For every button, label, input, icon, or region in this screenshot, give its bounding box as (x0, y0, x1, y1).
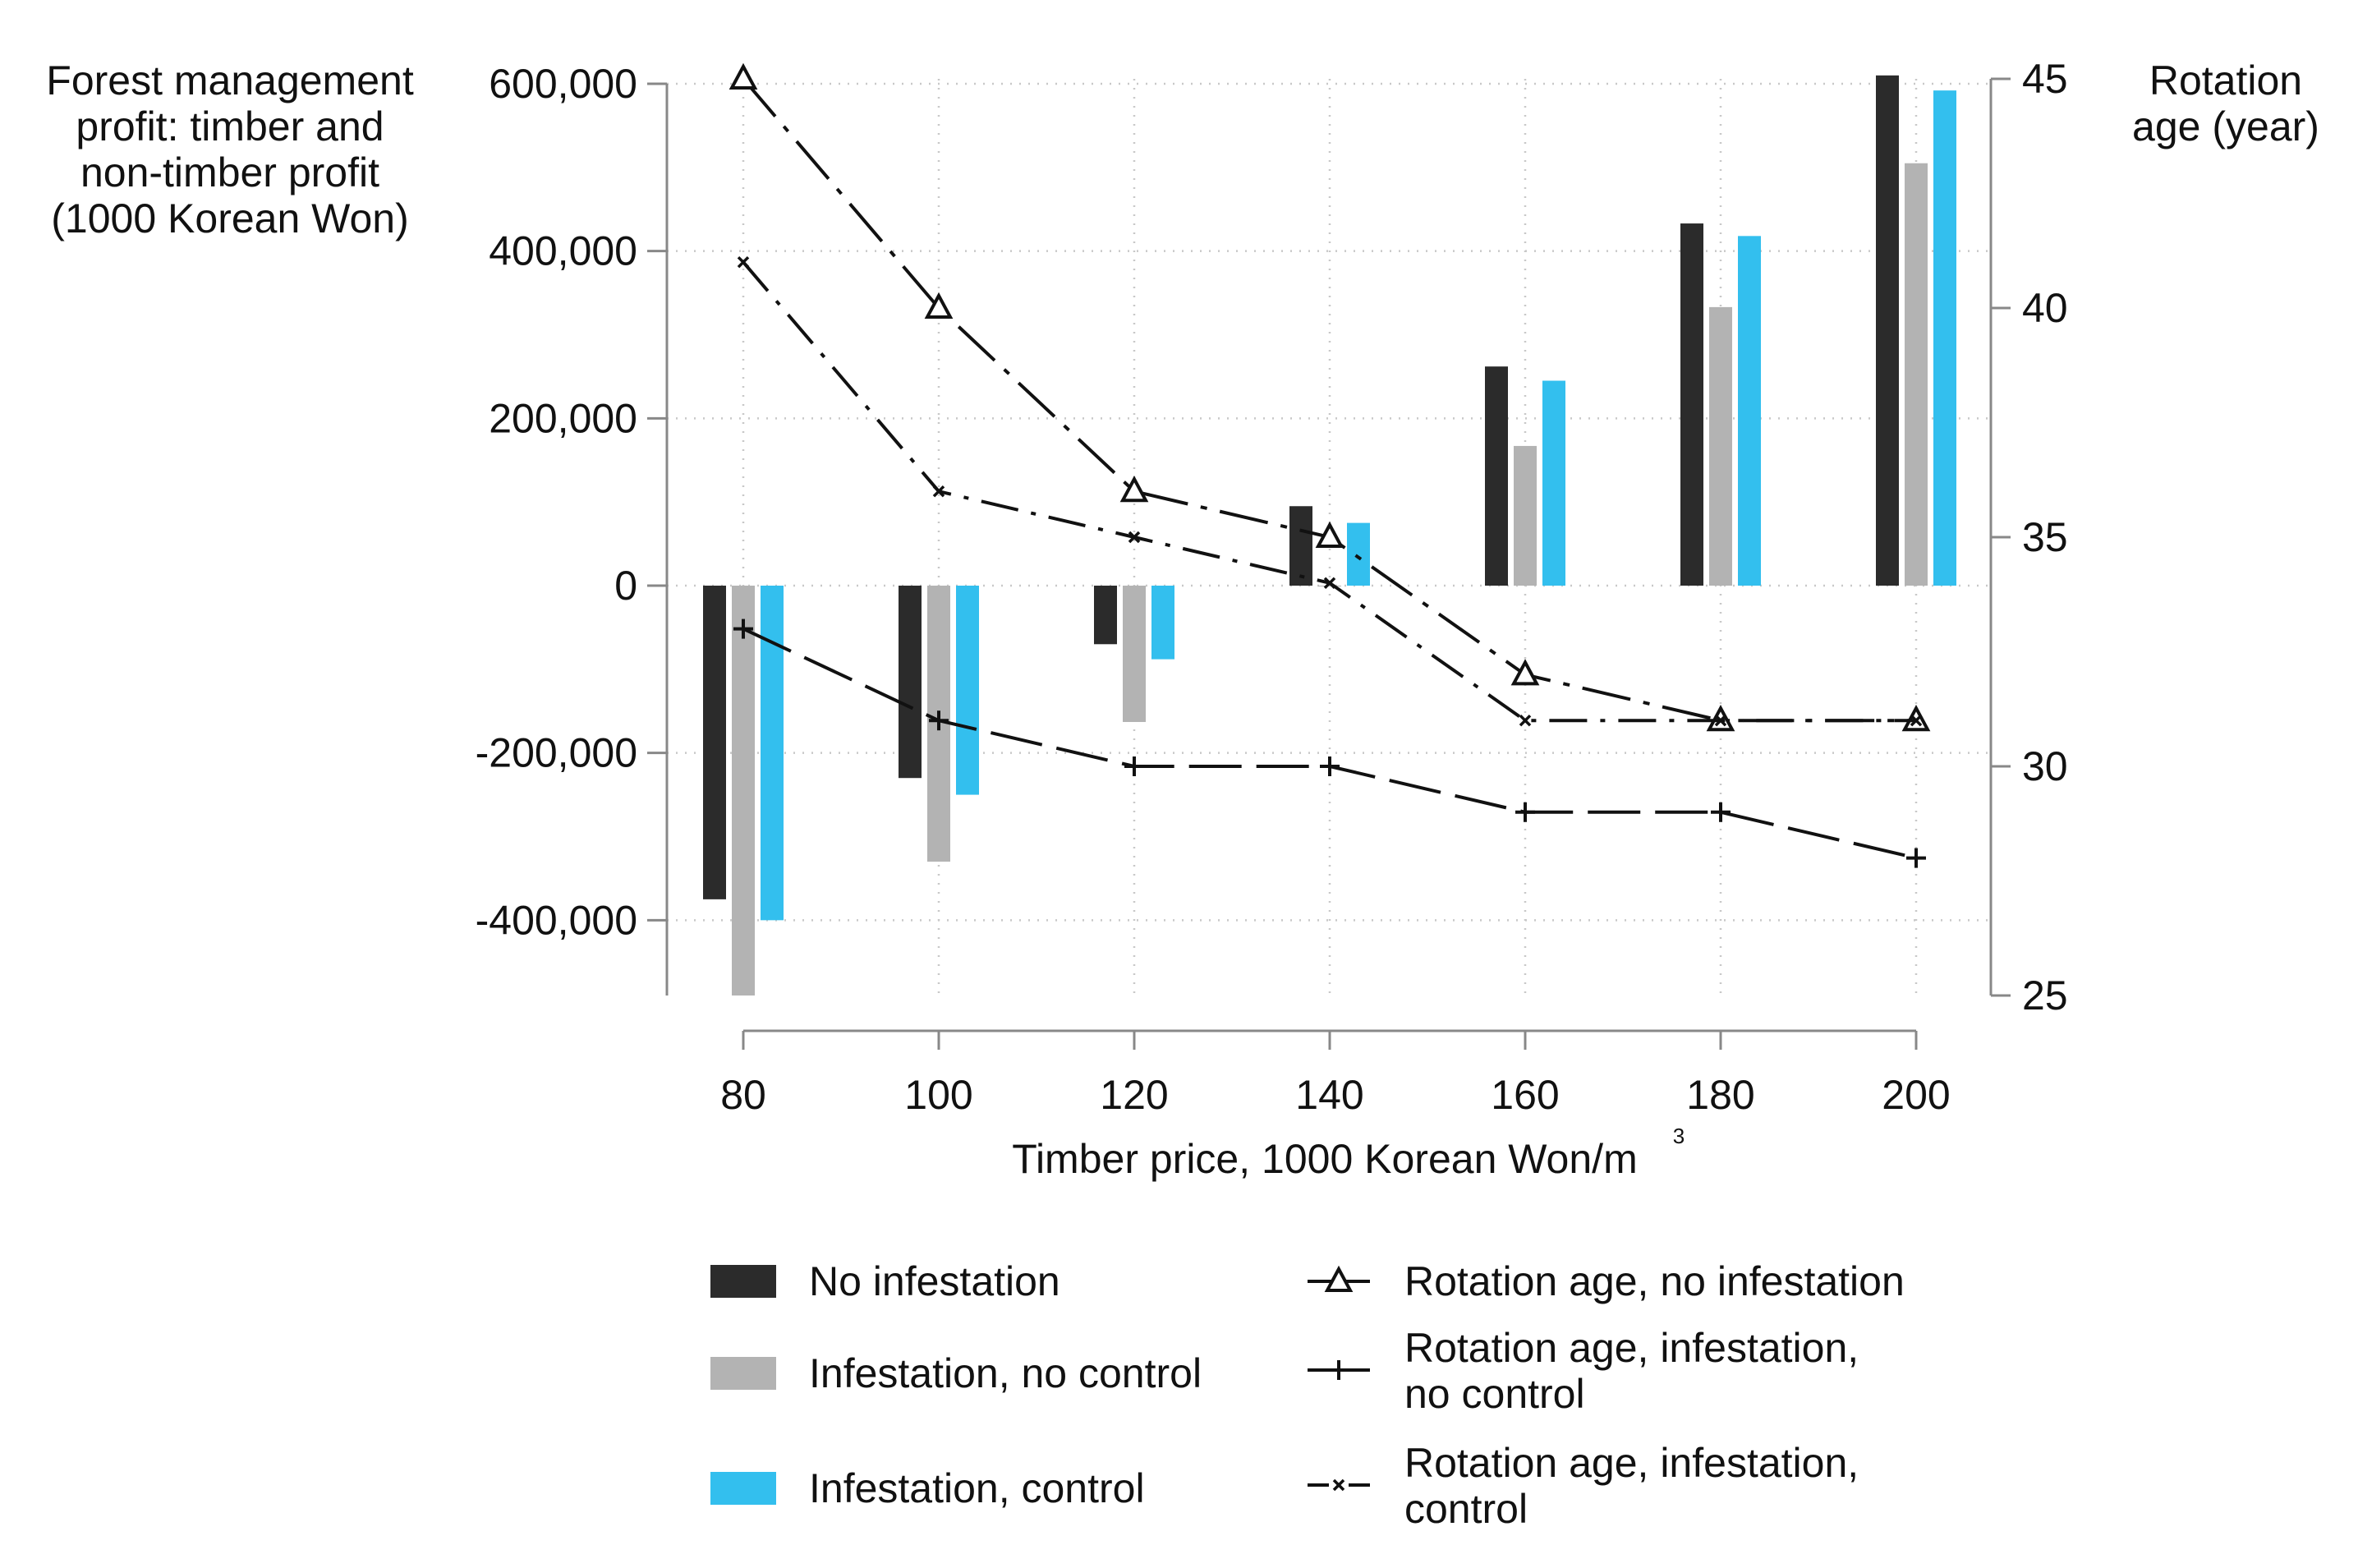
legend-label: Rotation age, infestation, control (1404, 1440, 1859, 1532)
y-left-axis-title-line: non-timber profit (80, 149, 379, 195)
legend-label: Rotation age, infestation, no control (1404, 1325, 1859, 1417)
point-rotation-age-infestation-control-120 (1128, 531, 1141, 544)
legend-swatch (710, 1357, 776, 1390)
bar-no-infestation-160 (1485, 366, 1508, 586)
x-tick-label: 80 (720, 1072, 766, 1118)
point-rotation-age-infestation-no-control-180 (1711, 802, 1731, 822)
legend-marker (1329, 1360, 1349, 1380)
legend-marker (1332, 1478, 1345, 1492)
y-left-tick-label: 600,000 (489, 61, 637, 107)
legend-swatch (710, 1472, 776, 1505)
bar-no-infestation-80 (703, 586, 726, 899)
axis-layer: -400,000 -200,000 0 200,000 400,000 600,000 25… (476, 56, 2068, 1118)
bar-infestation-control-140 (1347, 522, 1370, 586)
bar-infestation-no-control-160 (1514, 445, 1537, 586)
x-tick-label: 180 (1686, 1072, 1754, 1118)
y-left-axis-title-line: profit: timber and (76, 103, 384, 149)
bar-layer (703, 75, 1956, 996)
legend-item-bar: No infestation (710, 1258, 1060, 1304)
y-left-axis-title-line: (1000 Korean Won) (51, 195, 408, 241)
legend-item-bar: Infestation, no control (710, 1350, 1202, 1396)
bar-no-infestation-200 (1876, 75, 1899, 586)
y-right-axis-title: Rotation age (year) (2132, 57, 2319, 149)
point-rotation-age-infestation-no-control-80 (733, 618, 753, 639)
point-rotation-age-infestation-no-control-160 (1515, 802, 1535, 822)
point-rotation-age-no-infestation-120 (1119, 475, 1149, 503)
legend-label: No infestation (809, 1258, 1060, 1304)
point-rotation-age-infestation-no-control-120 (1124, 756, 1144, 776)
point-rotation-age-infestation-no-control-140 (1320, 756, 1340, 776)
y-right-tick-label: 35 (2022, 514, 2068, 560)
bar-no-infestation-120 (1094, 586, 1117, 645)
y-right-axis-title-line: Rotation (2149, 57, 2302, 103)
y-left-axis-title: Forest management profit: timber and non-t… (46, 57, 414, 241)
point-rotation-age-no-infestation-160 (1510, 659, 1540, 686)
legend-item-line: Rotation age, infestation, no control (1308, 1325, 1859, 1417)
y-left-tick-label: -200,000 (476, 730, 637, 776)
point-rotation-age-infestation-control-160 (1519, 714, 1532, 727)
legend-label: Infestation, no control (809, 1350, 1202, 1396)
legend-label: Infestation, control (809, 1465, 1145, 1511)
bar-infestation-control-80 (761, 586, 784, 921)
point-rotation-age-infestation-control-200 (1910, 714, 1923, 727)
bar-no-infestation-140 (1289, 506, 1312, 586)
legend-item-line: Rotation age, infestation, control (1308, 1440, 1859, 1532)
y-left-tick-label: -400,000 (476, 897, 637, 943)
point-rotation-age-no-infestation-80 (729, 62, 758, 90)
legend-item-line: Rotation age, no infestation (1308, 1258, 1905, 1304)
legend-label: Rotation age, no infestation (1404, 1258, 1905, 1304)
bar-infestation-control-200 (1933, 90, 1956, 586)
bar-infestation-control-180 (1738, 236, 1761, 586)
point-rotation-age-infestation-no-control-100 (929, 710, 949, 731)
point-rotation-age-infestation-control-140 (1323, 577, 1336, 590)
bar-infestation-no-control-200 (1905, 163, 1928, 586)
point-rotation-age-infestation-control-80 (737, 255, 750, 269)
bar-infestation-control-160 (1542, 380, 1565, 586)
point-rotation-age-no-infestation-100 (924, 292, 954, 319)
y-right-axis-title-line: age (year) (2132, 103, 2319, 149)
x-axis-title: Timber price, 1000 Korean Won/m (1012, 1136, 1637, 1182)
bar-infestation-control-120 (1151, 586, 1174, 660)
point-rotation-age-infestation-control-100 (932, 485, 945, 498)
label-layer: Forest management profit: timber and non-t… (46, 57, 2319, 1182)
point-rotation-age-no-infestation-140 (1315, 521, 1344, 548)
y-right-tick-label: 30 (2022, 743, 2068, 789)
bar-no-infestation-100 (899, 586, 922, 779)
legend-swatch (710, 1265, 776, 1298)
bar-infestation-no-control-80 (732, 586, 755, 996)
legend-marker (1324, 1265, 1354, 1292)
y-right-tick-label: 25 (2022, 973, 2068, 1019)
y-left-tick-label: 0 (614, 563, 637, 609)
y-left-axis-title-line: Forest management (46, 57, 414, 103)
legend: No infestation Infestation, no control Inf… (710, 1258, 1905, 1532)
bar-infestation-no-control-180 (1709, 306, 1732, 586)
point-rotation-age-infestation-control-180 (1714, 714, 1727, 727)
y-right-tick-label: 40 (2022, 285, 2068, 331)
point-rotation-age-infestation-no-control-200 (1906, 848, 1926, 868)
y-left-tick-label: 400,000 (489, 228, 637, 274)
x-tick-label: 160 (1491, 1072, 1559, 1118)
x-tick-label: 100 (904, 1072, 972, 1118)
bar-no-infestation-180 (1680, 223, 1703, 586)
x-tick-label: 120 (1100, 1072, 1168, 1118)
legend-item-bar: Infestation, control (710, 1465, 1145, 1511)
x-axis-title-superscript: 3 (1673, 1124, 1685, 1148)
line-layer (729, 62, 1931, 868)
x-tick-label: 200 (1882, 1072, 1950, 1118)
bar-infestation-no-control-120 (1123, 586, 1146, 722)
y-left-tick-label: 200,000 (489, 395, 637, 441)
y-right-tick-label: 45 (2022, 56, 2068, 102)
bar-infestation-control-100 (956, 586, 979, 795)
x-tick-label: 140 (1295, 1072, 1363, 1118)
